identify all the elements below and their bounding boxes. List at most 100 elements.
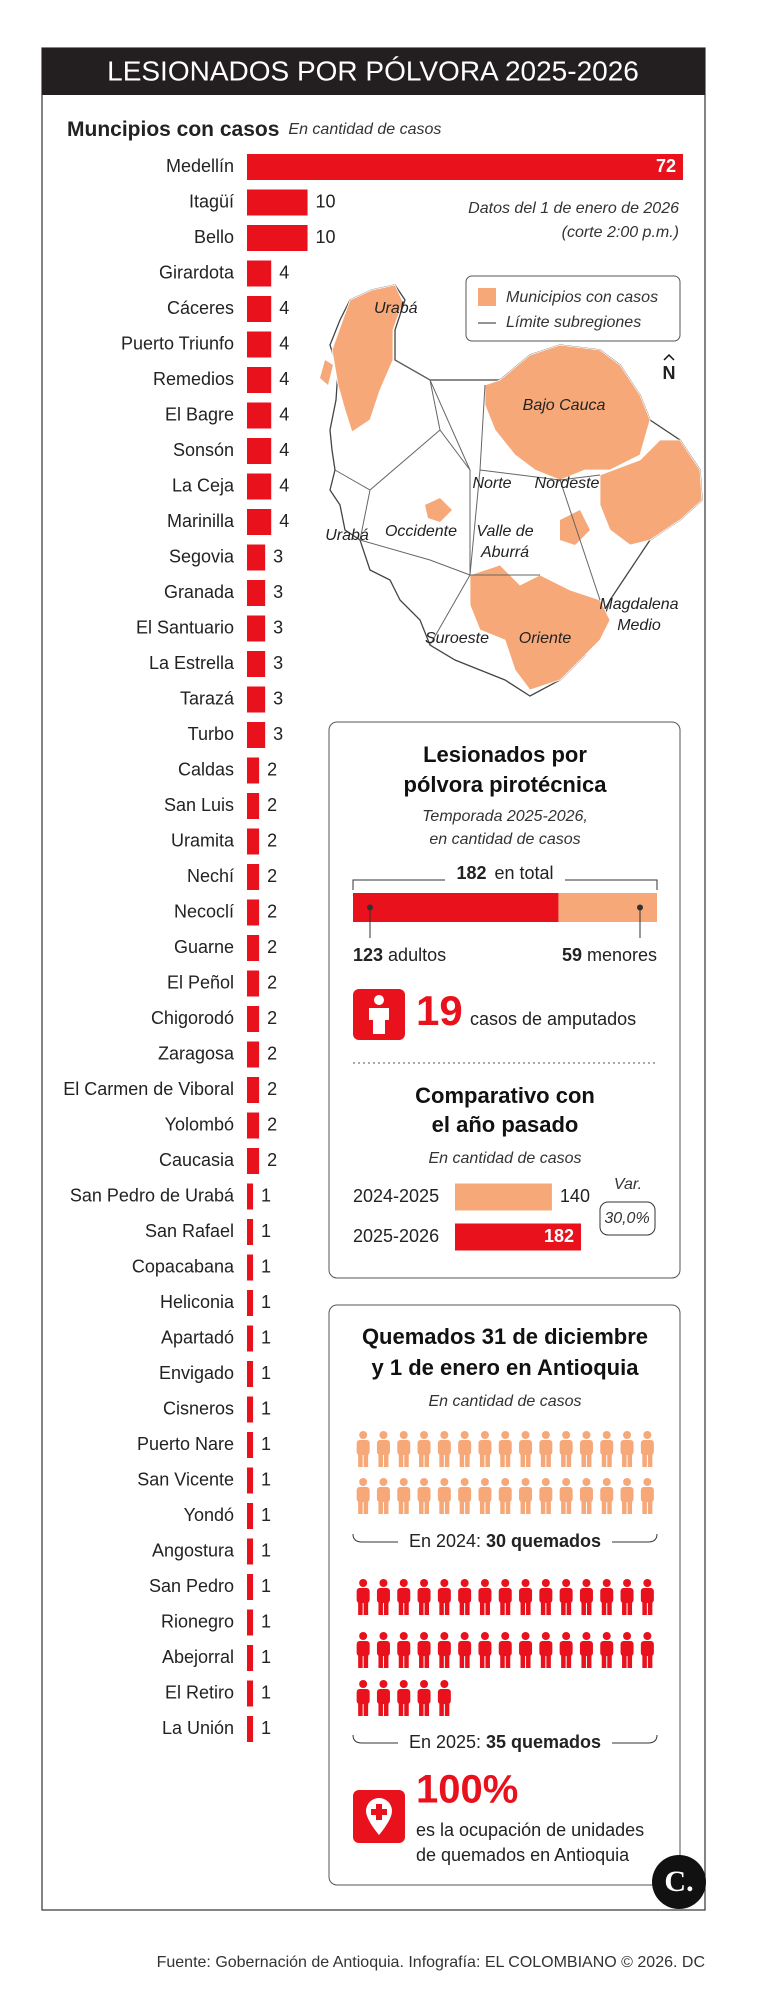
person-icon	[559, 1431, 573, 1467]
pointer-dot	[637, 904, 643, 911]
person-leg	[439, 1500, 444, 1514]
map: Urabá Bajo Cauca Norte Nordeste Occident…	[320, 275, 703, 697]
person-body	[559, 1487, 573, 1502]
legend-label: Municipios con casos	[506, 289, 658, 306]
panel	[328, 1304, 681, 1886]
person-leg	[404, 1702, 409, 1716]
map-label: Valle de	[476, 523, 533, 540]
person-body	[417, 1641, 431, 1656]
category-label: San Pedro de Urabá	[70, 1185, 235, 1205]
category-label: El Peñol	[167, 972, 234, 992]
person-icon	[559, 1579, 573, 1615]
person-body	[437, 1440, 451, 1455]
value-label: 2	[267, 1008, 277, 1028]
person-leg	[627, 1453, 633, 1467]
person-icon	[417, 1478, 431, 1514]
person-icon	[417, 1431, 431, 1467]
caption-category: En 2024:	[409, 1531, 481, 1551]
person-body	[458, 1641, 472, 1656]
value-label: 2	[267, 901, 277, 921]
map-label: Norte	[472, 475, 511, 492]
person-head	[480, 1478, 489, 1486]
person-body	[620, 1440, 634, 1455]
person-leg	[500, 1453, 505, 1467]
person-icon	[437, 1478, 451, 1514]
person-head	[460, 1632, 469, 1640]
person-leg	[465, 1453, 470, 1467]
person-head	[643, 1478, 652, 1486]
person-leg	[627, 1654, 633, 1668]
value-label: 1	[261, 1718, 271, 1738]
category-label: El Retiro	[165, 1682, 234, 1702]
person-leg	[398, 1702, 404, 1716]
map-cases	[331, 284, 404, 433]
person-leg	[642, 1601, 647, 1615]
person-head	[460, 1478, 469, 1486]
category-label: Caldas	[178, 759, 234, 779]
panel-title: pólvora pirotécnica	[404, 772, 608, 797]
person-icon	[478, 1478, 492, 1514]
person-leg	[444, 1500, 450, 1514]
person-leg	[378, 1500, 383, 1514]
person-leg	[404, 1654, 409, 1668]
person-body	[600, 1641, 614, 1656]
person-leg	[581, 1500, 586, 1514]
occupancy-icon	[371, 1804, 387, 1820]
person-leg	[546, 1453, 551, 1467]
person-leg	[581, 1654, 586, 1668]
value-label: 3	[273, 546, 283, 566]
bar	[247, 1112, 260, 1139]
map-label: Magdalena	[599, 596, 678, 613]
bar	[247, 1041, 260, 1068]
person-leg	[444, 1702, 450, 1716]
bar	[247, 970, 260, 997]
bar	[247, 580, 266, 606]
person-head	[359, 1680, 368, 1688]
segment-label: 123 adultos	[353, 945, 446, 965]
person-body	[356, 1689, 370, 1704]
person-head	[501, 1431, 510, 1439]
person-head	[521, 1579, 530, 1587]
value-label: 1	[261, 1398, 271, 1418]
category-label: Puerto Nare	[137, 1434, 234, 1454]
map-subregion-lines	[334, 359, 601, 646]
person-leg	[398, 1654, 404, 1668]
person-head	[420, 1632, 429, 1640]
panel-subtitle: en cantidad de casos	[429, 831, 580, 848]
person-icon	[519, 1579, 533, 1615]
person-icon	[640, 1478, 654, 1514]
category-label: Rionegro	[161, 1611, 234, 1631]
value-label: 2	[267, 1150, 277, 1170]
person-leg	[622, 1500, 627, 1514]
person-body	[620, 1588, 634, 1603]
person-icon	[620, 1632, 634, 1668]
category-label: Copacabana	[132, 1256, 235, 1276]
person-body	[559, 1440, 573, 1455]
category-label: La Estrella	[149, 653, 235, 673]
person-icon	[417, 1632, 431, 1668]
person-leg	[485, 1601, 490, 1615]
bar	[247, 722, 266, 748]
value-label: 1	[261, 1505, 271, 1525]
person-body	[559, 1641, 573, 1656]
person-body	[376, 1588, 390, 1603]
bar-chart-subtitle: En cantidad de casos	[288, 121, 441, 138]
person-leg	[459, 1500, 465, 1514]
value-label: 2	[267, 795, 277, 815]
value-label: 1	[261, 1256, 271, 1276]
person-leg	[505, 1453, 511, 1467]
person-head	[562, 1478, 571, 1486]
value-label: 3	[273, 688, 283, 708]
bar	[247, 828, 260, 855]
person-head	[359, 1579, 368, 1587]
person-icon	[356, 1680, 370, 1716]
person-leg	[383, 1702, 389, 1716]
person-leg	[479, 1453, 485, 1467]
person-icon	[498, 1632, 512, 1668]
person-body	[356, 1440, 370, 1455]
bar	[247, 544, 266, 571]
person-head	[440, 1632, 449, 1640]
value-label: 2	[267, 937, 277, 957]
map-label: Oriente	[519, 630, 572, 647]
person-leg	[526, 1601, 531, 1615]
